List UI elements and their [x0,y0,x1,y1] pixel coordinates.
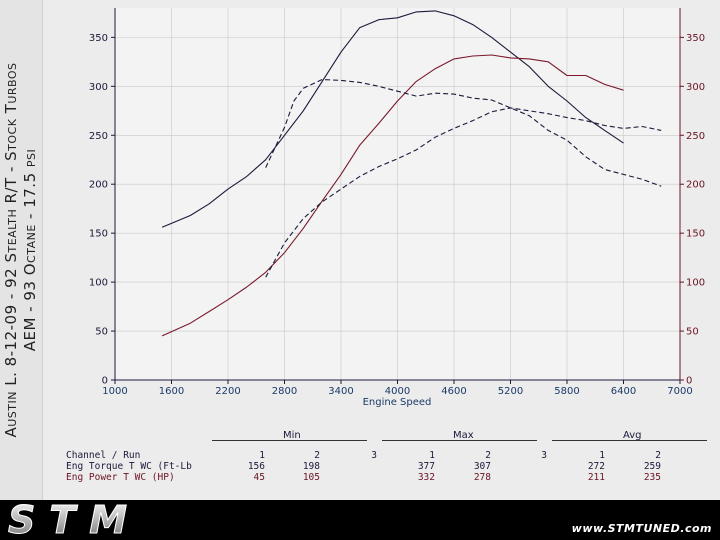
min-header: Min [283,430,301,441]
power-min-1: 45 [253,472,265,483]
y-tick-label-right: 100 [686,278,705,289]
max-run-2: 2 [485,450,491,461]
min-run-2: 2 [314,450,320,461]
torque-max-2: 307 [473,461,491,472]
x-tick-label: 5800 [554,386,579,397]
y-tick-label-right: 350 [686,33,705,44]
x-tick-label: 4600 [441,386,466,397]
website-text: www.STMTUNED.com [571,522,712,535]
power-min-2: 105 [302,472,320,483]
min-run-3: 3 [371,450,377,461]
avg-run-2: 2 [655,450,661,461]
torque-run-2-line [265,78,662,187]
y-tick-label-left: 200 [89,180,108,191]
y-tick-label-left: 150 [89,229,108,240]
x-tick-label: 3400 [328,386,353,397]
y-tick-label-right: 50 [686,327,699,338]
max-run-1: 1 [429,450,435,461]
torque-run-1-line [161,10,624,228]
y-tick-label-left: 300 [89,82,108,93]
summary-table: Min Max Avg Channel / Run 1 2 3 1 2 3 1 … [0,425,720,500]
avg-run-1: 1 [599,450,605,461]
torque-min-1: 156 [247,461,265,472]
power-row-label: Eng Power T WC (HP) [66,472,175,483]
power-avg-1: 211 [587,472,605,483]
y-tick-label-right: 250 [686,131,705,142]
y-tick-label-right: 0 [686,376,692,387]
y-tick-label-left: 50 [95,327,108,338]
stm-logo: STM [8,503,141,537]
x-tick-label: 7000 [667,386,692,397]
max-header: Max [453,430,474,441]
x-axis-label: Engine Speed [363,397,432,408]
torque-avg-2: 259 [643,461,661,472]
avg-divider [552,440,707,441]
dyno-chart: 0 50 100 150 200 250 300 350 0 50 100 150 200 250 300 3… [89,8,705,408]
power-run-1-line [161,54,624,337]
y-tick-label-left: 250 [89,131,108,142]
footer-bar [0,500,720,540]
y-tick-label-left: 100 [89,278,108,289]
chart-tick-labels: 0 50 100 150 200 250 300 350 0 50 100 150 200 250 300 3… [89,33,705,397]
avg-header: Avg [623,430,642,441]
x-tick-label: 2200 [215,386,240,397]
torque-avg-1: 272 [587,461,605,472]
chart-axes [111,8,684,384]
title-strip: Austin L. 8-12-09 - 92 Stealth R/T - Sto… [0,0,43,500]
chart-series [161,10,662,337]
y-tick-label-left: 0 [102,376,108,387]
torque-max-1: 377 [417,461,435,472]
x-tick-label: 6400 [611,386,636,397]
max-run-3: 3 [541,450,547,461]
x-tick-label: 4000 [385,386,410,397]
power-max-1: 332 [417,472,435,483]
y-tick-label-left: 350 [89,33,108,44]
x-tick-label: 5200 [498,386,523,397]
power-run-2-line [265,107,662,278]
x-tick-label: 1600 [159,386,184,397]
x-tick-label: 2800 [272,386,297,397]
y-tick-label-right: 300 [686,82,705,93]
min-run-1: 1 [259,450,265,461]
power-max-2: 278 [473,472,491,483]
torque-row-label: Eng Torque T WC (Ft-Lb [66,461,192,472]
power-avg-2: 235 [643,472,661,483]
min-divider [212,440,367,441]
torque-min-2: 198 [302,461,320,472]
y-tick-label-right: 200 [686,180,705,191]
x-tick-label: 1000 [102,386,127,397]
chart-grid [114,8,681,381]
max-divider [382,440,537,441]
channel-run-label: Channel / Run [66,450,141,461]
logo-text: STM [8,503,141,537]
y-tick-label-right: 150 [686,229,705,240]
